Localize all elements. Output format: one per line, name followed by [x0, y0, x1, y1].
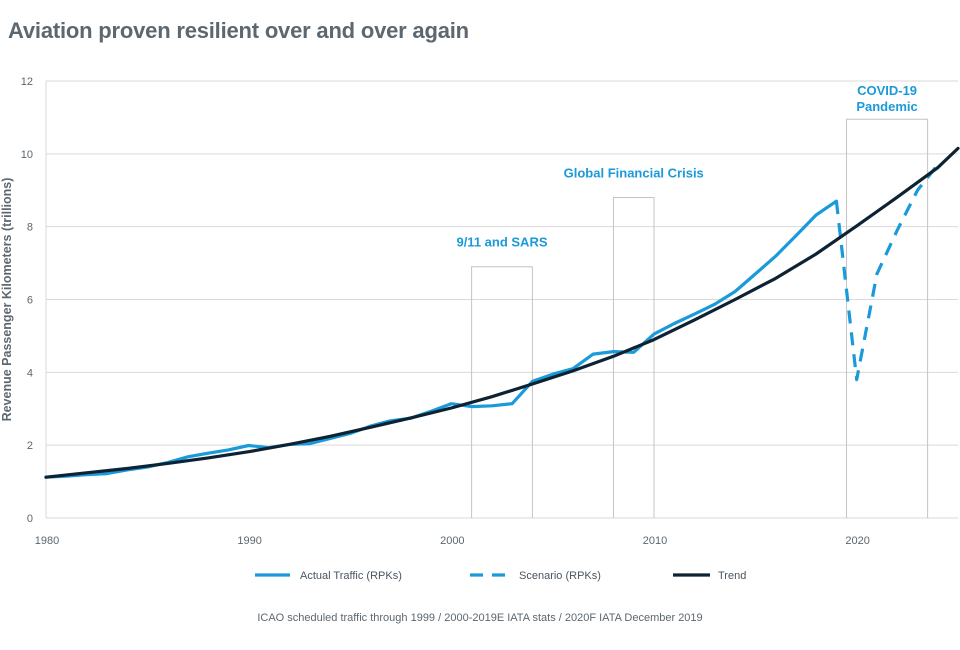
y-tick-label: 10 [21, 149, 33, 161]
legend-actual-label: Actual Traffic (RPKs) [300, 570, 402, 582]
x-tick-label: 1990 [237, 535, 261, 547]
legend-scenario-label: Scenario (RPKs) [519, 570, 601, 582]
y-tick-label: 4 [27, 367, 33, 379]
legend: Actual Traffic (RPKs) Scenario (RPKs) Tren… [255, 570, 746, 582]
y-axis-label: Revenue Passenger Kilometers (trillions) [0, 178, 14, 422]
annotation-label: COVID-19 [857, 83, 917, 98]
legend-trend-label: Trend [718, 570, 746, 582]
axes: 0 2 4 6 8 10 12 1980 1990 2000 2010 2020 [21, 76, 870, 547]
y-tick-label: 6 [27, 295, 33, 307]
y-tick-label: 2 [27, 440, 33, 452]
series-line-scenario [834, 163, 939, 382]
series-line-actual [44, 199, 839, 479]
y-tick-label: 0 [27, 513, 33, 525]
y-tick-label: 8 [27, 222, 33, 234]
source-note: ICAO scheduled traffic through 1999 / 20… [257, 612, 703, 624]
x-tick-label: 1980 [35, 535, 59, 547]
x-tick-label: 2020 [845, 535, 869, 547]
annotation-label: Pandemic [856, 99, 917, 114]
x-tick-label: 2000 [440, 535, 464, 547]
annotation-box [471, 266, 533, 518]
series-line-trend [44, 146, 960, 479]
x-tick-label: 2010 [643, 535, 667, 547]
annotation-box [612, 197, 655, 518]
series-lines [44, 146, 960, 479]
event-annotations: 9/11 and SARS Global Financial Crisis COVI… [456, 83, 929, 518]
y-tick-label: 12 [21, 76, 33, 88]
annotation-label: 9/11 and SARS [456, 235, 547, 250]
annotation-box [846, 118, 929, 518]
annotation-label: Global Financial Crisis [564, 166, 704, 181]
gridlines [45, 80, 958, 519]
chart-title: Aviation proven resilient over and over … [8, 18, 469, 43]
